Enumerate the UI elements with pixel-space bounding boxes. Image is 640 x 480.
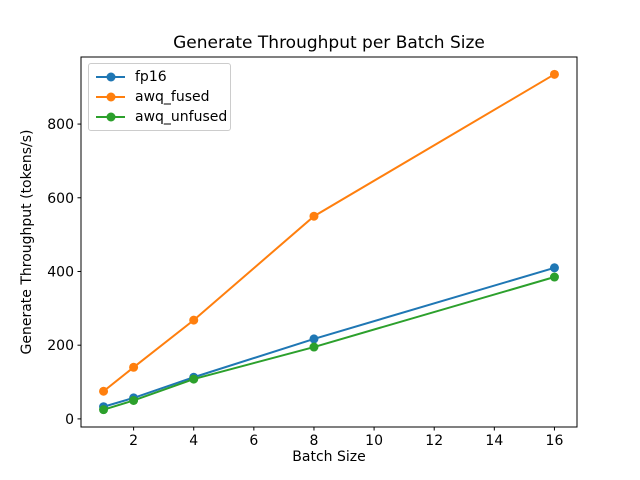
x-tick-label: 12 bbox=[425, 433, 443, 449]
series-marker-awq_unfused bbox=[309, 342, 319, 352]
legend-item-awq_fused: awq_fused bbox=[96, 87, 224, 107]
x-tick-label: 4 bbox=[189, 433, 198, 449]
legend-line-sample bbox=[96, 112, 125, 122]
x-tick-label: 10 bbox=[365, 433, 383, 449]
y-tick-label: 600 bbox=[47, 191, 74, 207]
series-marker-awq_unfused bbox=[129, 395, 139, 405]
y-tick-label: 0 bbox=[65, 412, 74, 428]
legend-label: awq_fused bbox=[135, 89, 210, 105]
x-tick-label: 8 bbox=[310, 433, 319, 449]
legend-label: awq_unfused bbox=[135, 109, 228, 125]
legend-label: fp16 bbox=[135, 69, 167, 85]
y-axis-label: Generate Throughput (tokens/s) bbox=[19, 129, 35, 355]
series-line-awq_unfused bbox=[103, 276, 555, 411]
y-tick-label: 800 bbox=[47, 117, 74, 133]
series-marker-awq_unfused bbox=[189, 374, 199, 384]
legend-item-fp16: fp16 bbox=[96, 67, 224, 87]
series-marker-awq_fused bbox=[309, 211, 319, 221]
legend-marker-icon bbox=[106, 92, 115, 102]
x-tick-label: 14 bbox=[485, 433, 503, 449]
series-marker-awq_unfused bbox=[99, 405, 109, 415]
y-tick-label: 200 bbox=[47, 338, 74, 354]
legend-line-sample bbox=[96, 92, 125, 102]
series-marker-awq_fused bbox=[99, 386, 109, 396]
x-axis-label: Batch Size bbox=[292, 449, 366, 465]
legend-marker-icon bbox=[106, 112, 115, 122]
series-marker-fp16 bbox=[549, 263, 559, 273]
y-tick-label: 400 bbox=[47, 264, 74, 280]
axes-spines bbox=[80, 56, 578, 428]
x-tick-label: 16 bbox=[546, 433, 564, 449]
x-tick-label: 2 bbox=[129, 433, 138, 449]
legend-item-awq_unfused: awq_unfused bbox=[96, 107, 228, 127]
legend-line-sample bbox=[96, 72, 125, 82]
series-marker-fp16 bbox=[309, 334, 319, 344]
series-marker-awq_fused bbox=[549, 69, 559, 79]
series-marker-awq_unfused bbox=[549, 272, 559, 282]
series-marker-awq_fused bbox=[129, 362, 139, 372]
legend: fp16 awq_fused awq_unfused bbox=[88, 63, 231, 131]
x-tick-label: 6 bbox=[249, 433, 258, 449]
legend-marker-icon bbox=[106, 72, 115, 82]
series-marker-awq_fused bbox=[189, 315, 199, 325]
chart-title: Generate Throughput per Batch Size bbox=[173, 33, 485, 53]
